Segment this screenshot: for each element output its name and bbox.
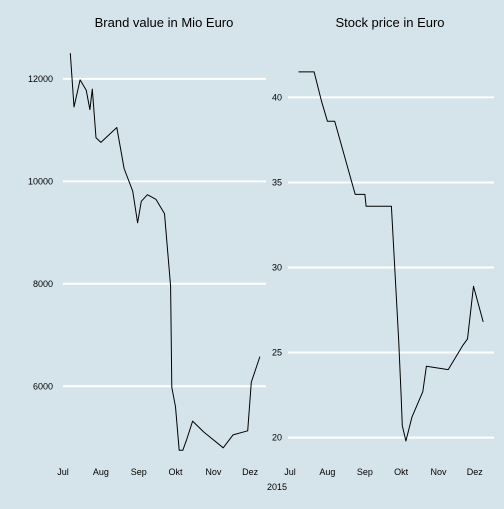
x-tick-label: Dez [242, 467, 259, 477]
y-tick-label: 40 [272, 92, 282, 102]
series-group [69, 53, 261, 451]
y-tick-label: 30 [272, 263, 282, 273]
series-group [298, 71, 484, 442]
x-tick-label: Dez [467, 467, 484, 477]
panel-brand-value: Brand value in Mio Euro Jul Aug Sep Okt Nov D… [28, 15, 266, 477]
x-tick-label: Nov [205, 467, 222, 477]
y-tick-label: 35 [272, 177, 282, 187]
x-tick-label: Okt [168, 467, 183, 477]
x-tick-label: Okt [394, 467, 409, 477]
y-tick-label: 12000 [28, 74, 53, 84]
x-axis: Jul Aug Sep Okt Nov Dez [57, 467, 258, 477]
x-tick-label: Nov [430, 467, 447, 477]
gridlines [63, 77, 266, 388]
x-axis-year-label: 2015 [267, 482, 287, 492]
x-tick-label: Jul [57, 467, 69, 477]
series-line [298, 71, 484, 442]
y-tick-label: 8000 [33, 279, 53, 289]
gridlines [288, 96, 494, 439]
x-tick-label: Aug [93, 467, 109, 477]
series-line [69, 53, 261, 451]
y-axis: 20 25 30 35 40 [272, 92, 282, 442]
panel-stock-price: Stock price in Euro Jul Aug Sep Okt Nov Dez 2… [272, 15, 494, 477]
x-tick-label: Sep [131, 467, 147, 477]
x-tick-label: Jul [284, 467, 296, 477]
chart-title: Brand value in Mio Euro [95, 15, 234, 30]
y-tick-label: 10000 [28, 176, 53, 186]
x-tick-label: Aug [319, 467, 335, 477]
chart-title: Stock price in Euro [335, 15, 444, 30]
y-tick-label: 25 [272, 348, 282, 358]
x-axis: Jul Aug Sep Okt Nov Dez [284, 467, 483, 477]
y-tick-label: 6000 [33, 381, 53, 391]
x-tick-label: Sep [357, 467, 373, 477]
y-axis: 6000 8000 10000 12000 [28, 74, 53, 391]
y-tick-label: 20 [272, 433, 282, 443]
